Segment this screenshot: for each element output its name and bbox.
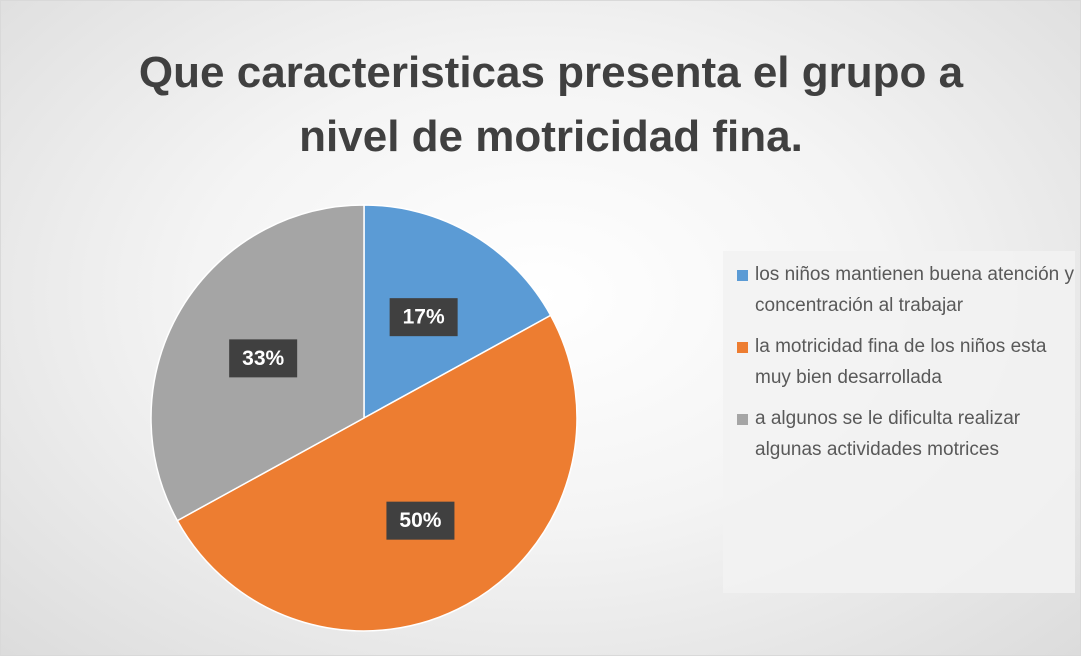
legend-item: los niños mantienen buena atención y con… (723, 259, 1075, 321)
pie-slice (176, 314, 578, 632)
data-label-box (229, 339, 298, 378)
data-label-box (386, 501, 455, 540)
chart-title: Que caracteristicas presenta el grupo a … (138, 48, 964, 161)
data-label-box (389, 298, 458, 337)
legend-swatch (737, 342, 748, 353)
legend-label: los niños mantienen buena atención y con… (755, 264, 1075, 316)
legend-label: a algunos se le dificulta realizar algun… (755, 408, 1021, 460)
legend-item: a algunos se le dificulta realizar algun… (723, 403, 1075, 465)
legend: los niños mantienen buena atención y con… (723, 251, 1075, 593)
legend-label: la motricidad fina de los niños esta muy… (755, 336, 1047, 388)
data-label: 50% (399, 509, 441, 532)
legend-swatch (737, 414, 748, 425)
data-label: 33% (242, 347, 284, 370)
legend-swatch (737, 270, 748, 281)
data-label: 17% (403, 306, 445, 329)
legend-item: la motricidad fina de los niños esta muy… (723, 331, 1075, 393)
